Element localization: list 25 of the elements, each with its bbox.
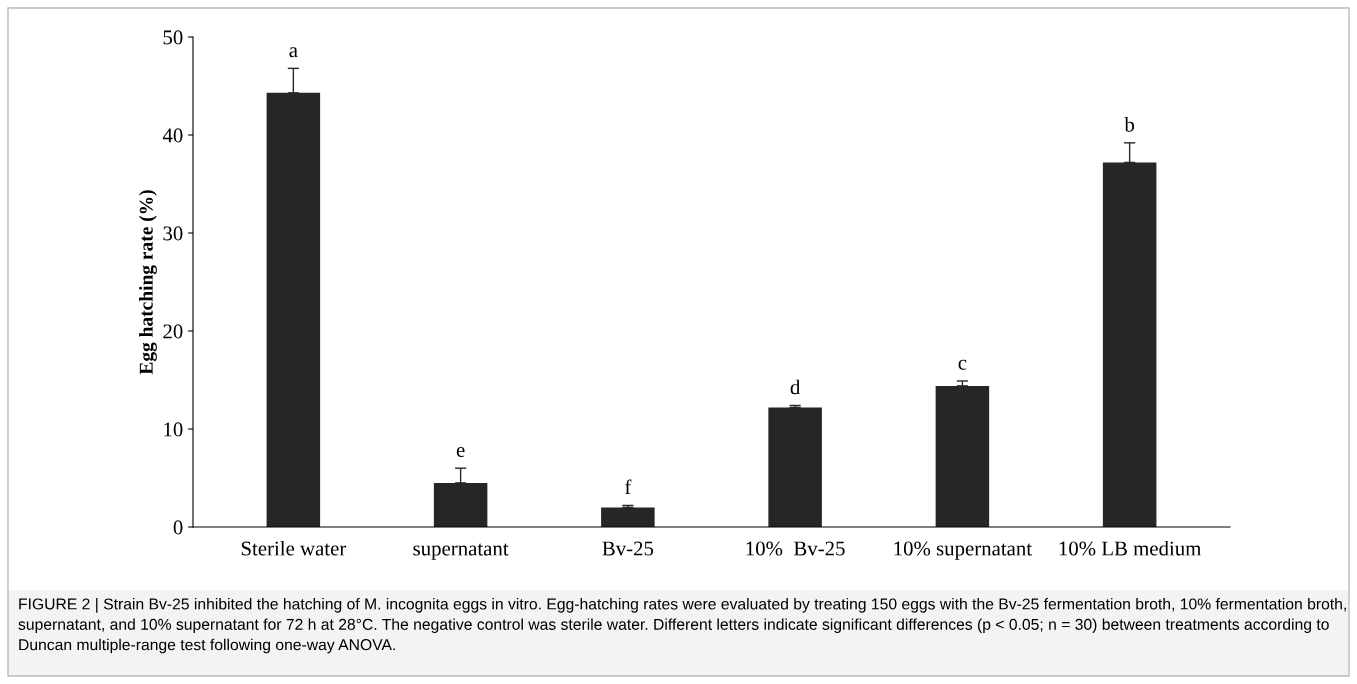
- x-tick-label: supernatant: [413, 543, 509, 560]
- y-tick-label: 20: [163, 324, 183, 339]
- y-tick-label: 40: [162, 128, 183, 143]
- annotation: d: [790, 379, 801, 395]
- y-tick-label: 50: [163, 30, 183, 45]
- x-tick-label: 10% Bv-25: [746, 541, 845, 556]
- bar: [601, 507, 655, 527]
- bar: [266, 92, 321, 527]
- x-tick-label: Sterile water: [241, 540, 347, 556]
- x-tick-label: 10% supernatant: [894, 541, 1032, 560]
- caption: FIGURE 2 | Strain Bv-25 inhibited the hatching of M. incognita eggs in vitro. Egg-hatching rates were evaluated by treating 150 eggs with the Bv-25 fermentation broth, 10% fermentation broth, supernatant, and 10% supernatant for 72 h at 28°C. The negative control was sterile water. Different letters indicate significant differences (p < 0.05; n = 30) between treatments according to Duncan multiple-range test following one-way ANOVA.: [18, 598, 1346, 654]
- annotation: a: [289, 47, 298, 58]
- x-tick-label: Bv-25: [602, 541, 654, 556]
- annotation: f: [625, 479, 632, 495]
- bar: [768, 407, 822, 527]
- y-axis-title: Egg hatching rate (%): [139, 190, 157, 375]
- annotation: c: [958, 359, 967, 370]
- x-tick-label: 10% LB medium: [1059, 540, 1202, 556]
- bar: [433, 482, 488, 527]
- y-tick-label: 10: [164, 422, 183, 437]
- annotation: e: [456, 447, 465, 458]
- bar: [935, 385, 990, 527]
- annotation: b: [1124, 117, 1135, 132]
- y-tick-label: 30: [163, 226, 183, 241]
- y-tick-label: 0: [173, 520, 183, 535]
